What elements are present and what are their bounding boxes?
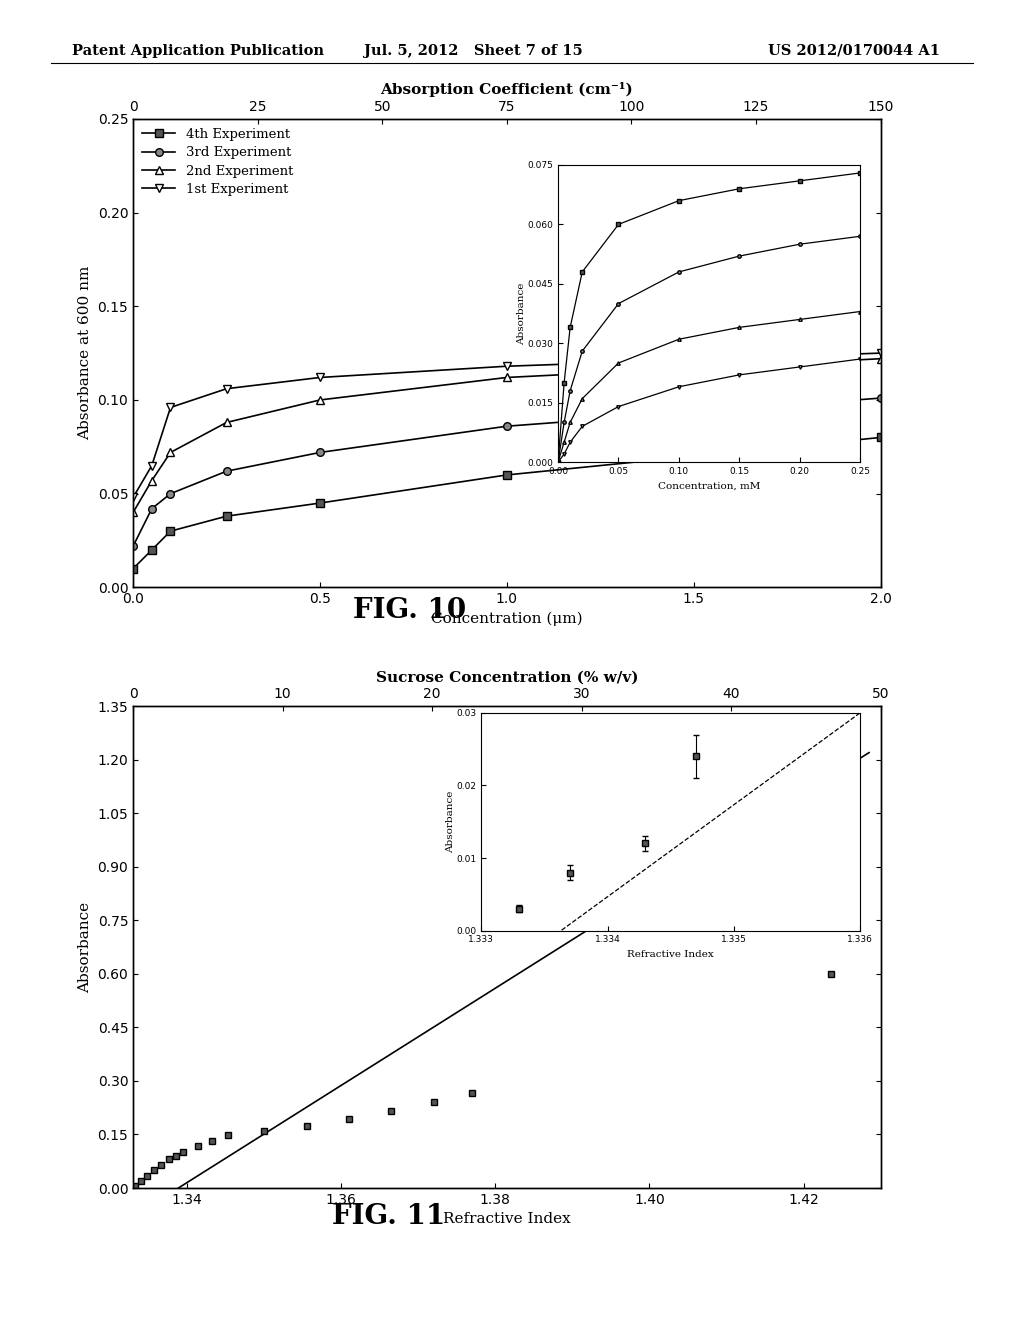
Text: Jul. 5, 2012   Sheet 7 of 15: Jul. 5, 2012 Sheet 7 of 15 <box>364 44 583 58</box>
2nd Experiment <box>874 351 887 367</box>
Text: Patent Application Publication: Patent Application Publication <box>72 44 324 58</box>
Text: FIG. 11: FIG. 11 <box>333 1203 445 1230</box>
4th Experiment <box>145 543 158 558</box>
1st Experiment <box>164 400 177 416</box>
Y-axis label: Absorbance: Absorbance <box>517 282 526 345</box>
2nd Experiment <box>313 392 326 408</box>
2nd Experiment <box>220 414 232 430</box>
Line: 1st Experiment: 1st Experiment <box>129 350 885 502</box>
3rd Experiment <box>145 500 158 516</box>
X-axis label: Refractive Index: Refractive Index <box>443 1212 570 1226</box>
1st Experiment <box>220 380 232 396</box>
2nd Experiment <box>164 445 177 461</box>
1st Experiment <box>874 345 887 360</box>
3rd Experiment <box>501 418 513 434</box>
4th Experiment <box>127 561 139 577</box>
3rd Experiment <box>313 445 326 461</box>
3rd Experiment <box>127 539 139 554</box>
Legend: 4th Experiment, 3rd Experiment, 2nd Experiment, 1st Experiment: 4th Experiment, 3rd Experiment, 2nd Expe… <box>139 125 296 198</box>
Line: 3rd Experiment: 3rd Experiment <box>129 395 885 550</box>
2nd Experiment <box>127 504 139 520</box>
2nd Experiment <box>145 473 158 488</box>
3rd Experiment <box>220 463 232 479</box>
4th Experiment <box>501 467 513 483</box>
3rd Experiment <box>874 391 887 407</box>
Line: 4th Experiment: 4th Experiment <box>129 434 885 573</box>
4th Experiment <box>313 495 326 511</box>
Y-axis label: Absorbance at 600 nm: Absorbance at 600 nm <box>78 265 92 441</box>
Y-axis label: Absorbance: Absorbance <box>445 791 455 853</box>
X-axis label: Refractive Index: Refractive Index <box>628 950 714 960</box>
X-axis label: Concentration (μm): Concentration (μm) <box>431 611 583 626</box>
3rd Experiment <box>164 486 177 502</box>
1st Experiment <box>145 458 158 474</box>
2nd Experiment <box>501 370 513 385</box>
Text: US 2012/0170044 A1: US 2012/0170044 A1 <box>768 44 940 58</box>
X-axis label: Sucrose Concentration (% w/v): Sucrose Concentration (% w/v) <box>376 671 638 685</box>
4th Experiment <box>874 429 887 445</box>
4th Experiment <box>164 523 177 539</box>
Y-axis label: Absorbance: Absorbance <box>78 902 92 993</box>
1st Experiment <box>127 490 139 506</box>
1st Experiment <box>501 358 513 374</box>
Text: FIG. 10: FIG. 10 <box>353 597 466 624</box>
1st Experiment <box>313 370 326 385</box>
X-axis label: Absorption Coefficient (cm⁻¹): Absorption Coefficient (cm⁻¹) <box>381 82 633 98</box>
X-axis label: Concentration, mM: Concentration, mM <box>658 482 760 491</box>
4th Experiment <box>220 508 232 524</box>
Line: 2nd Experiment: 2nd Experiment <box>129 355 885 516</box>
